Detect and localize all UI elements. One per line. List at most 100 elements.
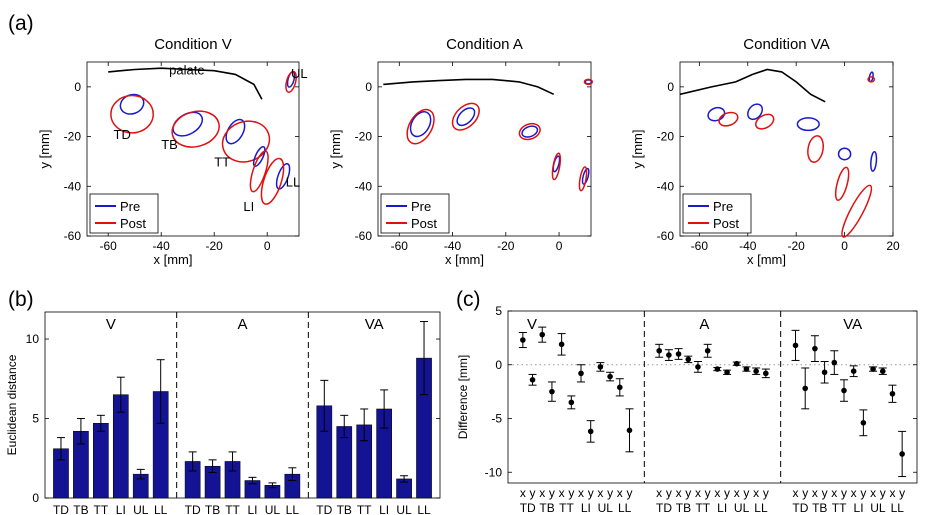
x-tick-label: x — [656, 486, 662, 500]
group-label: V — [527, 316, 537, 333]
x-tick-label: -20 — [788, 239, 806, 253]
data-point — [879, 368, 886, 375]
x-tick-label: -40 — [153, 239, 171, 253]
subplot-3: Condition VA -60 -40 -20 0 20 0 -20 -40 -60 x [mm]… — [630, 36, 900, 267]
data-point — [695, 364, 701, 370]
data-point — [753, 368, 759, 375]
post-ellipse — [249, 150, 269, 193]
post-ellipse — [718, 111, 739, 127]
x-tick-label: 20 — [886, 239, 900, 253]
articulator-label: LL — [754, 501, 768, 515]
pre-ellipse — [521, 125, 539, 138]
data-point — [802, 385, 809, 392]
post-ellipse — [451, 102, 480, 131]
group-label: A — [699, 316, 709, 333]
data-point — [899, 451, 905, 457]
pre-ellipse — [581, 167, 590, 185]
data-point — [831, 359, 838, 366]
y-tick-label: 0 — [667, 80, 674, 94]
post-ellipse — [583, 78, 594, 86]
data-point — [704, 347, 711, 354]
y-tick-label: 0 — [495, 358, 502, 372]
x-tick-label: y — [530, 486, 536, 500]
group-label: A — [237, 316, 247, 333]
data-point — [626, 427, 633, 434]
articulator-label: TT — [832, 501, 847, 515]
articulator-label: UL — [734, 501, 750, 515]
x-tick-label: x — [889, 486, 895, 500]
data-point — [792, 342, 799, 349]
plot-area — [507, 310, 918, 484]
x-tick-label: x — [812, 486, 818, 500]
y-tick-label: -60 — [64, 229, 82, 243]
x-tick-label: y — [899, 486, 905, 500]
y-tick-label: -60 — [657, 229, 675, 243]
annotation-palate: palate — [169, 62, 204, 77]
articulator-label: TT — [559, 501, 574, 515]
subplot-2: Condition A -60 -40 -20 0 0 -20 -40 -60 x [mm] y [… — [328, 36, 594, 267]
y-axis-label: y [mm] — [37, 130, 52, 169]
post-ellipse — [518, 122, 541, 141]
x-tick-label: TT — [225, 503, 240, 515]
post-ellipse — [867, 76, 876, 83]
x-tick-label: x — [520, 486, 526, 500]
x-tick-label: 0 — [556, 239, 563, 253]
x-tick-label: y — [666, 486, 672, 500]
y-axis-label: y [mm] — [328, 130, 343, 169]
y-tick-label: -40 — [64, 179, 82, 193]
y-tick-label: -20 — [657, 130, 675, 144]
x-tick-label: LL — [417, 503, 431, 515]
annotation-ll: LL — [286, 174, 300, 189]
annotation-ul: UL — [291, 66, 308, 81]
pre-ellipse — [796, 117, 820, 132]
bar-chart: 0 5 10 Euclidean distance V TD TB TT LI UL LL A TD TB… — [5, 311, 441, 515]
x-tick-label: x — [578, 486, 584, 500]
articulator-label: LI — [581, 501, 591, 515]
x-tick-label: x — [870, 486, 876, 500]
x-tick-label: UL — [396, 503, 412, 515]
articulator-label: TD — [520, 501, 536, 515]
plot-area — [44, 311, 441, 499]
x-tick-label: y — [841, 486, 847, 500]
pre-ellipse — [225, 118, 246, 145]
legend-box — [89, 193, 159, 234]
x-tick-label: y — [549, 486, 555, 500]
data-point — [549, 388, 555, 395]
y-axis-label: Difference [mm] — [456, 355, 470, 439]
x-tick-label: y — [626, 486, 632, 500]
y-tick-label: -10 — [485, 465, 503, 479]
pre-ellipse — [837, 147, 852, 161]
x-tick-label: y — [588, 486, 594, 500]
x-tick-label: x — [617, 486, 623, 500]
post-ellipse — [841, 184, 873, 238]
group-label: VA — [365, 316, 384, 333]
y-axis-label: Euclidean distance — [5, 354, 19, 455]
post-ellipse — [171, 110, 220, 148]
data-point — [724, 369, 730, 376]
x-tick-label: -20 — [206, 239, 224, 253]
annotation-td: TD — [114, 127, 131, 142]
x-tick-label: TB — [205, 503, 220, 515]
subplot-1: Condition V -60 -40 -20 0 0 -20 -40 -60 x [mm] y [… — [37, 36, 308, 267]
x-tick-label: y — [880, 486, 886, 500]
x-tick-label: TB — [337, 503, 352, 515]
y-tick-label: -40 — [657, 179, 675, 193]
x-axis-label: x [mm] — [445, 252, 484, 267]
post-ellipse — [578, 166, 588, 192]
x-tick-label: y — [705, 486, 711, 500]
post-ellipse — [221, 120, 271, 163]
x-tick-label: y — [802, 486, 808, 500]
x-tick-label: TD — [53, 503, 69, 515]
articulator-label: LI — [854, 501, 864, 515]
data-point — [539, 331, 546, 338]
post-ellipse — [755, 113, 775, 130]
data-point — [763, 370, 769, 377]
palate-contour — [679, 68, 826, 103]
palate-contour — [383, 78, 555, 96]
legend-label-pre: Pre — [411, 199, 431, 214]
subplot-title: Condition V — [154, 36, 232, 53]
articulator-label: TT — [695, 501, 710, 515]
legend-label-post: Post — [120, 216, 146, 231]
x-tick-label: 0 — [841, 239, 848, 253]
